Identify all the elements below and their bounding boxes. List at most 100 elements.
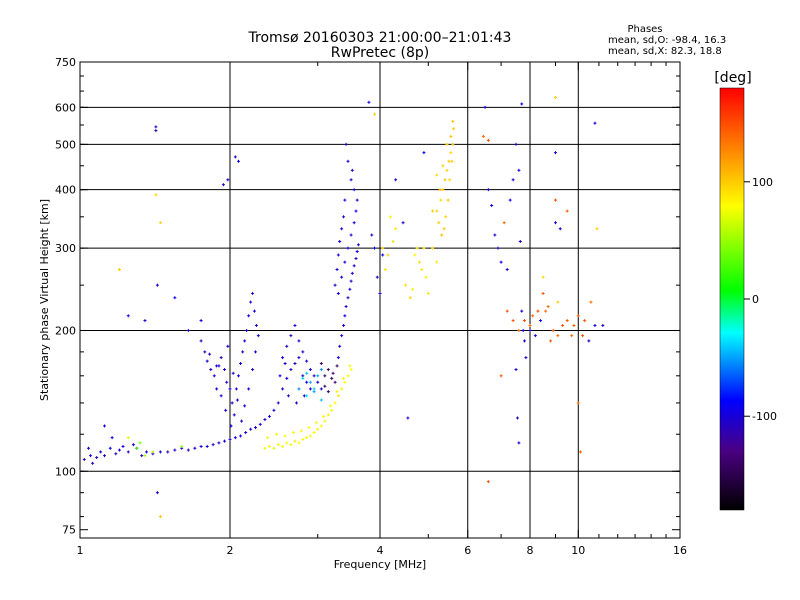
data-point bbox=[514, 368, 518, 372]
data-point bbox=[312, 387, 316, 391]
x-tick-label: 4 bbox=[377, 544, 384, 557]
data-point bbox=[451, 142, 455, 146]
data-point bbox=[444, 215, 448, 219]
colorbar-gradient bbox=[719, 87, 745, 511]
colorbar-label: [deg] bbox=[714, 70, 751, 86]
data-point bbox=[431, 209, 435, 213]
data-point bbox=[406, 416, 410, 420]
data-point bbox=[408, 296, 412, 300]
data-point bbox=[451, 119, 455, 123]
data-point bbox=[553, 198, 557, 202]
data-point bbox=[595, 227, 599, 231]
data-point bbox=[375, 275, 379, 279]
data-point bbox=[323, 419, 327, 423]
data-point bbox=[219, 356, 223, 360]
data-point bbox=[126, 314, 130, 318]
data-point bbox=[486, 480, 490, 484]
data-point bbox=[344, 142, 348, 146]
data-point bbox=[215, 387, 219, 391]
data-point bbox=[373, 246, 377, 250]
data-point bbox=[219, 394, 223, 398]
data-point bbox=[515, 416, 519, 420]
y-tick-label: 200 bbox=[55, 324, 76, 337]
data-point bbox=[438, 188, 442, 192]
data-point bbox=[328, 404, 332, 408]
data-point bbox=[426, 291, 430, 295]
data-point bbox=[531, 314, 535, 318]
data-point bbox=[131, 443, 135, 447]
data-point bbox=[205, 444, 209, 448]
data-point bbox=[173, 448, 177, 452]
data-point bbox=[528, 328, 532, 332]
stats-block: Phases mean, sd,O: -98.4, 16.3 mean, sd,… bbox=[608, 24, 726, 57]
data-point bbox=[323, 374, 327, 378]
data-point bbox=[511, 319, 515, 323]
x-tick-label: 1 bbox=[77, 544, 84, 557]
data-point bbox=[297, 356, 301, 360]
data-point bbox=[247, 387, 251, 391]
data-point bbox=[286, 394, 290, 398]
data-point bbox=[308, 368, 312, 372]
data-point bbox=[330, 408, 334, 412]
title-block: Tromsø 20160303 21:00:00–21:01:43 RwPret… bbox=[248, 30, 512, 61]
data-point bbox=[499, 374, 503, 378]
data-point bbox=[289, 443, 293, 447]
data-point bbox=[86, 446, 90, 450]
chart-subtitle: RwPretec (8p) bbox=[331, 45, 429, 61]
data-point bbox=[520, 102, 524, 106]
data-point bbox=[330, 376, 334, 380]
data-point bbox=[256, 334, 260, 338]
data-point bbox=[350, 271, 354, 275]
data-point bbox=[272, 408, 276, 412]
data-point bbox=[267, 444, 271, 448]
data-point bbox=[240, 419, 244, 423]
data-point bbox=[386, 253, 390, 257]
data-point bbox=[486, 188, 490, 192]
data-point bbox=[143, 454, 147, 458]
data-point bbox=[420, 268, 424, 272]
data-point bbox=[154, 129, 158, 133]
x-axis-ticks: 1 2 4 6 8 10 16 bbox=[77, 62, 687, 557]
data-point bbox=[517, 168, 521, 172]
data-point bbox=[523, 319, 527, 323]
data-point bbox=[346, 296, 350, 300]
data-point bbox=[335, 364, 339, 368]
data-point bbox=[417, 260, 421, 264]
data-point bbox=[305, 394, 309, 398]
data-point bbox=[440, 233, 444, 237]
data-point bbox=[331, 371, 335, 375]
data-point bbox=[326, 390, 330, 394]
data-point bbox=[483, 105, 487, 109]
colorbar-ticks: 100 0 -100 bbox=[744, 176, 777, 423]
data-point bbox=[285, 441, 289, 445]
data-point bbox=[435, 173, 439, 177]
data-point bbox=[539, 319, 543, 323]
data-point bbox=[99, 450, 103, 454]
data-point bbox=[236, 159, 240, 163]
data-point bbox=[297, 441, 301, 445]
data-point bbox=[343, 314, 347, 318]
data-point bbox=[340, 334, 344, 338]
data-point bbox=[281, 356, 285, 360]
data-point bbox=[349, 279, 353, 283]
data-point bbox=[342, 215, 346, 219]
data-point bbox=[556, 300, 560, 304]
data-point bbox=[452, 127, 456, 131]
data-point bbox=[203, 350, 207, 354]
data-point bbox=[91, 461, 95, 465]
data-point bbox=[217, 364, 221, 368]
data-point bbox=[166, 450, 170, 454]
data-point bbox=[301, 437, 305, 441]
data-point bbox=[209, 368, 213, 372]
data-point bbox=[319, 424, 323, 428]
y-tick-label: 100 bbox=[55, 465, 76, 478]
data-point bbox=[254, 323, 258, 327]
data-point bbox=[533, 334, 537, 338]
data-point bbox=[226, 344, 230, 348]
data-point bbox=[342, 323, 346, 327]
data-point bbox=[289, 334, 293, 338]
x-axis-label: Frequency [MHz] bbox=[334, 558, 426, 571]
data-point bbox=[572, 323, 576, 327]
data-point bbox=[138, 441, 142, 445]
data-point bbox=[338, 344, 342, 348]
